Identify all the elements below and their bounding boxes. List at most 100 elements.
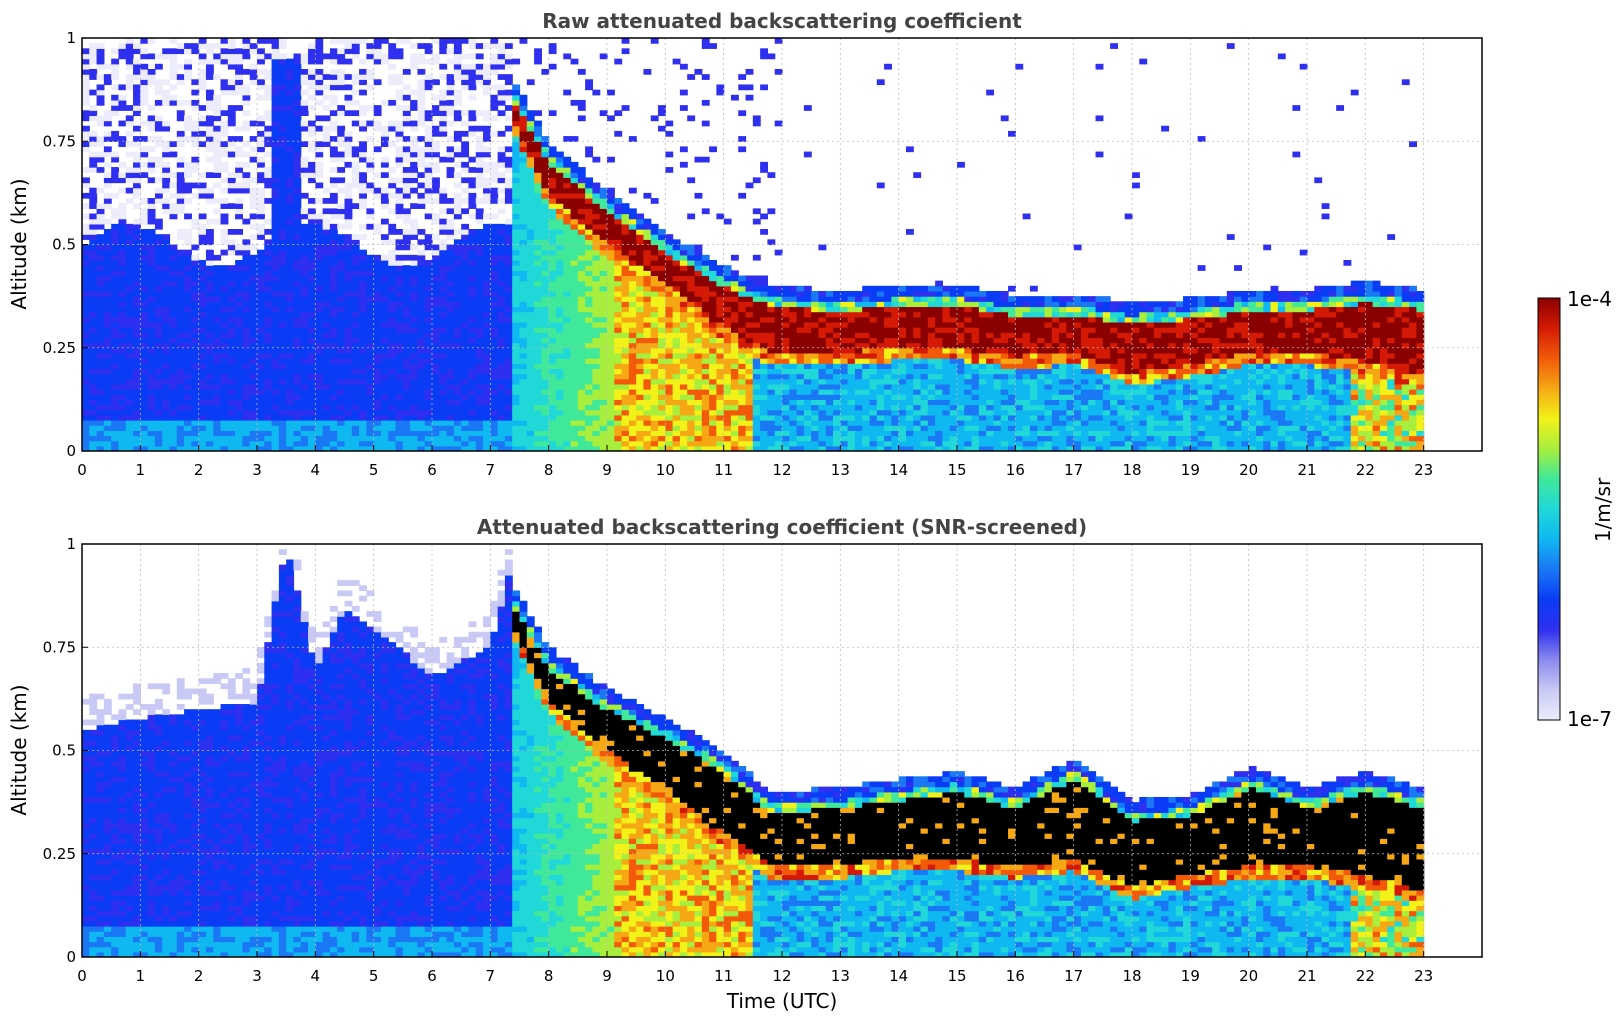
heatmap-cell: [176, 337, 185, 344]
heatmap-cell: [315, 342, 324, 349]
heatmap-cell: [213, 136, 222, 142]
heatmap-cell: [133, 399, 141, 406]
heatmap-cell: [373, 311, 382, 318]
heatmap-cell: [424, 394, 433, 400]
heatmap-cell: [541, 198, 550, 204]
heatmap-cell: [359, 404, 367, 411]
heatmap-cell: [162, 99, 171, 106]
heatmap-cell: [111, 389, 120, 395]
heatmap-cell: [133, 89, 141, 96]
heatmap-cell: [592, 373, 601, 380]
heatmap-cell: [249, 290, 258, 297]
heatmap-cell: [308, 218, 316, 225]
heatmap-cell: [220, 378, 229, 385]
heatmap-cell: [213, 275, 222, 282]
heatmap-cell: [111, 110, 120, 117]
heatmap-cell: [162, 94, 171, 101]
heatmap-cell: [257, 156, 265, 163]
heatmap-cell: [504, 125, 513, 132]
heatmap-cell: [665, 352, 674, 359]
heatmap-cell: [497, 327, 506, 333]
heatmap-cell: [344, 151, 353, 158]
heatmap-cell: [191, 275, 200, 282]
heatmap-cell: [89, 141, 98, 148]
heatmap-cell: [249, 223, 258, 230]
heatmap-cell: [82, 327, 90, 333]
heatmap-cell: [118, 363, 127, 369]
heatmap-cell: [264, 218, 273, 225]
heatmap-cell: [264, 347, 273, 354]
heatmap-cell: [242, 244, 251, 251]
heatmap-cell: [555, 285, 564, 292]
heatmap-cell: [96, 399, 105, 406]
heatmap-cell: [402, 146, 411, 153]
heatmap-cell: [380, 218, 389, 225]
heatmap-cell: [621, 296, 630, 302]
heatmap-cell: [329, 337, 338, 344]
heatmap-cell: [607, 296, 615, 302]
heatmap-cell: [395, 420, 404, 426]
heatmap-cell: [286, 311, 295, 318]
heatmap-cell: [271, 172, 280, 178]
heatmap-cell: [344, 239, 353, 246]
heatmap-cell: [599, 208, 608, 215]
heatmap-cell: [592, 368, 601, 375]
heatmap-cell: [96, 48, 105, 55]
heatmap-cell: [329, 244, 338, 251]
heatmap-cell: [366, 306, 375, 313]
heatmap-cell: [329, 290, 338, 297]
heatmap-cell: [249, 316, 258, 323]
heatmap-cell: [439, 99, 448, 106]
heatmap-cell: [570, 404, 579, 411]
heatmap-cell: [125, 198, 134, 204]
heatmap-cell: [96, 167, 105, 173]
heatmap-cell: [359, 270, 367, 277]
heatmap-cell: [592, 399, 601, 406]
heatmap-cell: [111, 63, 120, 70]
heatmap-cell: [599, 311, 608, 318]
heatmap-cell: [118, 368, 127, 375]
heatmap-cell: [308, 43, 316, 49]
heatmap-cell: [607, 306, 615, 313]
heatmap-cell: [504, 445, 513, 451]
heatmap-cell: [468, 249, 477, 256]
heatmap-cell: [300, 280, 309, 287]
heatmap-cell: [424, 198, 433, 204]
heatmap-cell: [432, 249, 440, 256]
heatmap-cell: [220, 249, 229, 256]
heatmap-cell: [490, 192, 499, 199]
heatmap-cell: [125, 120, 134, 127]
heatmap-cell: [665, 239, 674, 246]
heatmap-cell: [89, 110, 98, 117]
heatmap-cell: [599, 218, 608, 225]
heatmap-cell: [176, 136, 185, 142]
heatmap-cell: [89, 280, 98, 287]
heatmap-cell: [89, 378, 98, 385]
heatmap-cell: [424, 84, 433, 91]
heatmap-cell: [380, 337, 389, 344]
heatmap-cell: [402, 394, 411, 400]
heatmap-cell: [351, 440, 360, 447]
heatmap-cell: [329, 373, 338, 380]
heatmap-cell: [344, 425, 353, 431]
heatmap-cell: [658, 352, 666, 359]
heatmap-cell: [621, 270, 630, 277]
heatmap-cell: [242, 53, 251, 60]
heatmap-cell: [82, 378, 90, 385]
heatmap-cell: [205, 435, 214, 442]
heatmap-cell: [140, 68, 149, 75]
heatmap-cell: [585, 203, 594, 209]
heatmap-cell: [191, 141, 200, 148]
heatmap-cell: [628, 187, 637, 194]
heatmap-cell: [512, 192, 521, 199]
heatmap-cell: [191, 280, 200, 287]
heatmap-cell: [293, 301, 302, 308]
heatmap-cell: [315, 38, 324, 44]
heatmap-cell: [257, 141, 265, 148]
heatmap-cell: [125, 229, 134, 235]
heatmap-cell: [344, 265, 353, 271]
heatmap-cell: [366, 440, 375, 447]
heatmap-cell: [220, 213, 229, 220]
heatmap-cell: [344, 316, 353, 323]
heatmap-cell: [592, 156, 601, 163]
